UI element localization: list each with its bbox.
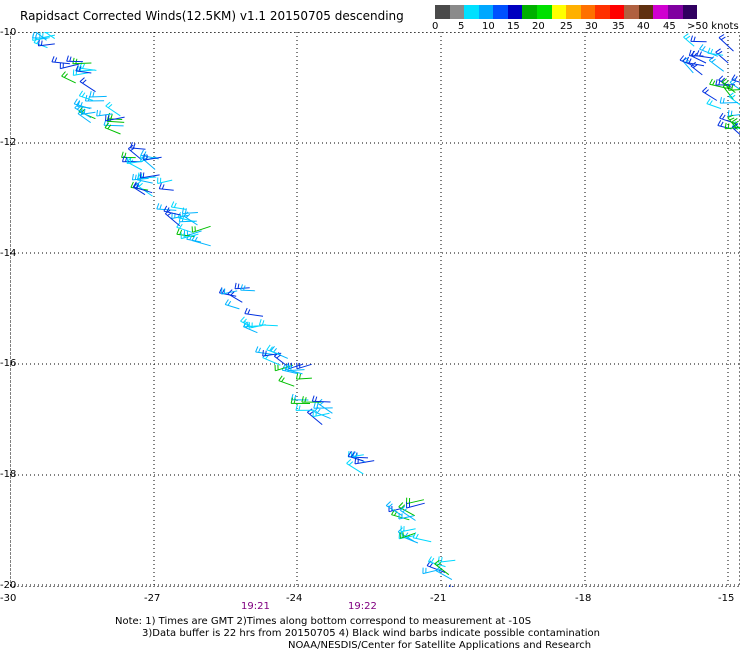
colorbar-segment	[493, 5, 508, 19]
colorbar-segment	[595, 5, 610, 19]
colorbar-label: >50 knots	[687, 21, 739, 32]
footnote: Note: 1) Times are GMT 2)Times along bot…	[115, 616, 600, 652]
wind-barb	[436, 566, 452, 579]
colorbar-segment	[435, 5, 450, 19]
wind-barb	[225, 300, 239, 309]
wind-barb	[259, 319, 277, 326]
wind-barb	[355, 458, 374, 464]
wind-barb	[312, 396, 330, 402]
colorbar-segment	[537, 5, 552, 19]
wind-barb	[127, 158, 142, 170]
wind-barb	[78, 101, 92, 108]
lon-label: -30	[0, 593, 16, 604]
wind-barb	[438, 556, 455, 562]
wind-barb	[159, 183, 173, 190]
wind-barb	[720, 97, 738, 103]
colorbar-segment	[610, 5, 625, 19]
wind-barb	[97, 110, 113, 116]
wind-barb	[80, 78, 96, 92]
wind-barb	[413, 532, 431, 541]
colorbar-label: 10	[482, 21, 495, 32]
wind-map	[10, 32, 740, 587]
colorbar-segment	[450, 5, 465, 19]
wind-barb	[401, 526, 416, 532]
wind-barb	[85, 95, 104, 101]
wind-barb	[67, 56, 83, 62]
colorbar-segment	[566, 5, 581, 19]
wind-barb	[709, 57, 724, 72]
wind-barb	[182, 208, 198, 214]
map-title: Rapidsact Corrected Winds(12.5KM) v1.1 2…	[20, 9, 404, 23]
wind-barb	[691, 36, 707, 42]
colorbar-label: 45	[663, 21, 676, 32]
wind-barb	[106, 102, 121, 116]
time-label: 19:21	[241, 601, 270, 612]
colorbar-segment	[653, 5, 668, 19]
colorbar-label: 15	[507, 21, 520, 32]
wind-barb	[314, 407, 330, 419]
colorbar-segment	[639, 5, 654, 19]
wind-barb	[684, 34, 695, 47]
wind-barb	[702, 87, 716, 100]
wind-barb	[245, 308, 263, 316]
lon-label: -24	[286, 593, 302, 604]
wind-barb	[407, 502, 425, 508]
wind-barb	[719, 35, 734, 52]
colorbar-segment	[508, 5, 523, 19]
colorbar-label: 5	[458, 21, 464, 32]
wind-barb	[729, 93, 740, 108]
wind-barb	[279, 376, 294, 386]
wind-barbs	[31, 32, 740, 587]
colorbar-segment	[522, 5, 537, 19]
wind-barb	[73, 58, 92, 64]
wind-barb	[158, 178, 173, 184]
colorbar-label: 20	[532, 21, 545, 32]
footnote-line: NOAA/NESDIS/Center for Satellite Applica…	[115, 640, 600, 652]
wind-barb	[291, 398, 310, 404]
wind-barb	[686, 57, 704, 66]
wind-barb	[297, 373, 312, 379]
wind-speed-colorbar	[435, 5, 697, 19]
wind-barb	[707, 99, 721, 109]
colorbar-segment	[464, 5, 479, 19]
colorbar-label: 0	[432, 21, 438, 32]
time-label: 19:22	[348, 601, 377, 612]
colorbar-segment	[624, 5, 639, 19]
colorbar-segment	[683, 5, 698, 19]
lon-label: -21	[430, 593, 446, 604]
wind-barb	[192, 235, 211, 245]
wind-barb	[90, 91, 107, 97]
colorbar-segment	[668, 5, 683, 19]
colorbar-label: 35	[612, 21, 625, 32]
wind-barb	[313, 411, 330, 417]
wind-barb	[105, 123, 121, 134]
colorbar-label: 40	[637, 21, 650, 32]
colorbar-label: 30	[585, 21, 598, 32]
footnote-line: 3)Data buffer is 22 hrs from 20150705 4)…	[115, 628, 600, 640]
lon-label: -27	[144, 593, 160, 604]
wind-barb	[106, 115, 125, 121]
colorbar-segment	[552, 5, 567, 19]
lon-label: -18	[575, 593, 591, 604]
wind-barb	[708, 48, 723, 55]
colorbar-label: 25	[560, 21, 573, 32]
wind-barb	[184, 212, 198, 225]
colorbar-segment	[479, 5, 494, 19]
colorbar-segment	[581, 5, 596, 19]
wind-map-canvas	[10, 32, 740, 587]
lon-label: -15	[718, 593, 734, 604]
wind-barb	[728, 110, 740, 116]
footnote-line: Note: 1) Times are GMT 2)Times along bot…	[115, 616, 600, 628]
